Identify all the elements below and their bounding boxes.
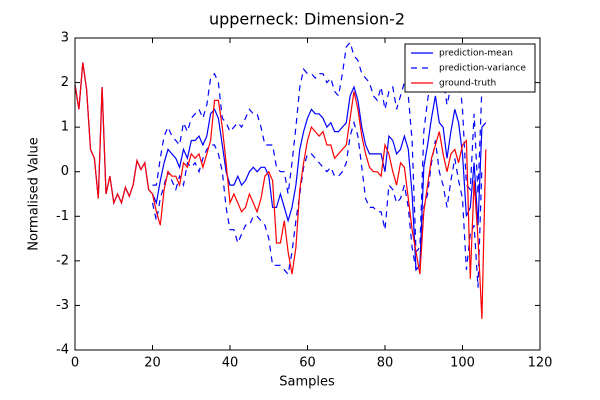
chart-title: upperneck: Dimension-2 bbox=[209, 10, 405, 29]
series-line bbox=[74, 62, 487, 319]
x-tick-label: 100 bbox=[450, 356, 475, 371]
y-tick-label: 1 bbox=[61, 120, 69, 135]
x-tick-label: 40 bbox=[222, 356, 239, 371]
series-line-lower bbox=[151, 120, 483, 288]
y-tick-label: -2 bbox=[56, 253, 69, 268]
x-tick-label: 20 bbox=[144, 356, 161, 371]
y-tick-label: 3 bbox=[61, 31, 69, 46]
x-tick-label: 60 bbox=[299, 356, 316, 371]
x-tick-label: 80 bbox=[377, 356, 394, 371]
y-tick-label: 0 bbox=[61, 164, 69, 179]
legend-label: ground-truth bbox=[439, 79, 496, 89]
legend-label: prediction-mean bbox=[439, 49, 513, 59]
y-axis-label: Normalised Value bbox=[27, 137, 42, 251]
y-tick-label: 2 bbox=[61, 75, 69, 90]
x-axis-label: Samples bbox=[279, 375, 335, 390]
x-tick-label: 0 bbox=[71, 356, 79, 371]
y-tick-label: -1 bbox=[56, 209, 69, 224]
plot-frame bbox=[74, 37, 541, 351]
legend-label: prediction-variance bbox=[439, 64, 526, 74]
y-tick-label: -4 bbox=[56, 343, 69, 358]
y-tick-label: -3 bbox=[56, 298, 69, 313]
x-tick-label: 120 bbox=[528, 356, 553, 371]
